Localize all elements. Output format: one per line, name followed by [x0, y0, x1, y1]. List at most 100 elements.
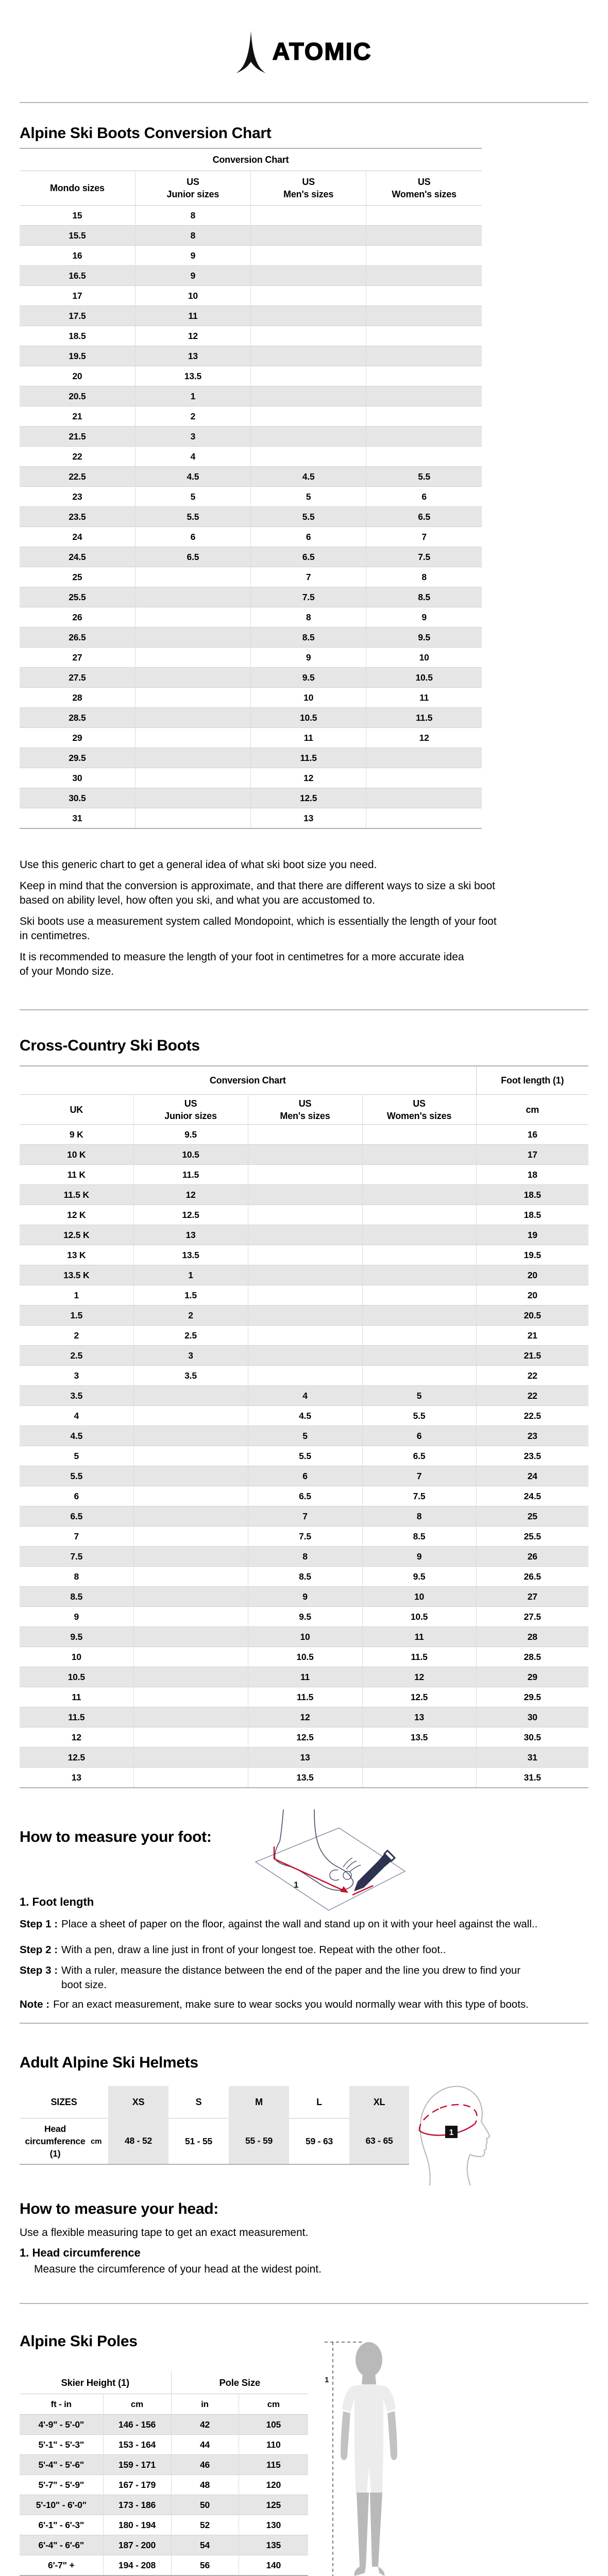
table-row: 10.5 11 12 29 [20, 1667, 589, 1687]
table-cell: 6.5 [362, 1446, 477, 1466]
table-row: 22 4 [20, 446, 482, 467]
table-row: 21.5 3 [20, 426, 482, 447]
table-cell: 13 [362, 1707, 477, 1727]
table-cell: 30 [476, 1707, 589, 1727]
col-header-us-womens: US Women's sizes [366, 171, 482, 206]
atomic-arrow-icon [236, 30, 266, 74]
table-row: 16 9 [20, 245, 482, 266]
table-cell [362, 1747, 477, 1768]
table-cell: 22 [20, 446, 136, 467]
table-cell: 23 [20, 486, 136, 507]
table-cell: 130 [238, 2515, 308, 2535]
table-cell: 6 [248, 1466, 363, 1486]
table-cell [362, 1225, 477, 1245]
table-row: 5'-7" - 5'-9" 167 - 179 48 120 [20, 2475, 308, 2495]
table-cell [248, 1325, 363, 1346]
table-cell: 13.5 K [20, 1265, 134, 1285]
col-header-us-mens: US Men's sizes [250, 171, 367, 206]
table-row: 6'-7" + 194 - 208 56 140 [20, 2555, 308, 2575]
table-cell [250, 426, 367, 447]
table-cell: 5.5 [250, 506, 367, 527]
section-title-helmets: Adult Alpine Ski Helmets [20, 2054, 198, 2071]
table-cell: 24 [20, 527, 136, 547]
table-cell: 5.5 [248, 1446, 363, 1466]
table-cell [362, 1124, 477, 1145]
table-cell [248, 1265, 363, 1285]
table-cell: 26 [20, 607, 136, 628]
table-row: 29 11 12 [20, 727, 482, 748]
table-cell: 17 [20, 285, 136, 306]
table-cell [133, 1506, 248, 1527]
table-row: 27.5 9.5 10.5 [20, 667, 482, 688]
table-cell: 8.5 [250, 627, 367, 648]
table-cell: 7.5 [362, 1486, 477, 1506]
step-label: Step 2 : [20, 1944, 58, 1956]
table-cell: 15.5 [20, 225, 136, 246]
table-cell: 24.5 [476, 1486, 589, 1506]
col-header-us-mens: US Men's sizes [248, 1094, 363, 1125]
table-cell [135, 627, 251, 648]
table-cell: 7 [248, 1506, 363, 1527]
table-row: 11.5 K 12 18.5 [20, 1184, 589, 1205]
table-cell [366, 768, 482, 788]
table-cell [248, 1225, 363, 1245]
table-cell: 135 [238, 2535, 308, 2555]
table-cell: 6.5 [135, 547, 251, 567]
table-cell: 8 [135, 225, 251, 246]
section-title-measure-foot: How to measure your foot: [20, 1828, 212, 1845]
table-cell: 12.5 [362, 1687, 477, 1707]
table-row: 6.5 7 8 25 [20, 1506, 589, 1527]
table-cell: 11.5 [362, 1647, 477, 1667]
divider [20, 2023, 588, 2024]
table-cell: 9 [250, 647, 367, 668]
table-cell [133, 1626, 248, 1647]
table-row: 13 13.5 31.5 [20, 1767, 588, 1788]
section-title-ski-poles: Alpine Ski Poles [20, 2333, 138, 2350]
table-cell: 9 [362, 1546, 477, 1567]
table-cell: 27 [20, 647, 136, 668]
table-row: 5 5.5 6.5 23.5 [20, 1446, 589, 1466]
table-cell: 8 [20, 1566, 134, 1587]
paragraph: Keep in mind that the conversion is appr… [20, 880, 495, 906]
table-cell [366, 285, 482, 306]
table-cell: 9.5 [366, 627, 482, 648]
table-cell: 6.5 [366, 506, 482, 527]
table-cell: 28.5 [476, 1647, 589, 1667]
table-row: 16.5 9 [20, 265, 482, 286]
table-cell: 173 - 186 [103, 2495, 171, 2515]
table-cell: 13.5 [362, 1727, 477, 1748]
size-xs: XS [108, 2086, 168, 2119]
brand-wordmark: ATOMIC [272, 37, 372, 65]
table-cell [135, 687, 251, 708]
table-cell: 25.5 [20, 587, 136, 607]
table-cell [133, 1586, 248, 1607]
table-cell: 10.5 [250, 707, 367, 728]
foot-measure-illustration: 1 [255, 1809, 406, 1911]
table-cell [133, 1385, 248, 1406]
table-cell: 140 [238, 2555, 308, 2575]
table-cell: 12.5 K [20, 1225, 134, 1245]
table-cell: 52 [171, 2515, 239, 2535]
table-cell: 13.5 [248, 1767, 363, 1788]
table-cell: 11.5 [366, 707, 482, 728]
table-cell: 11.5 [133, 1164, 248, 1185]
table-cell [362, 1767, 477, 1788]
table-cell: 46 [171, 2454, 239, 2475]
table-cell: 3 [20, 1365, 134, 1386]
svg-text:1: 1 [294, 1880, 298, 1890]
table-cell: 20 [20, 366, 136, 386]
table-cell: 19.5 [20, 346, 136, 366]
table-cell: 1 [135, 386, 251, 406]
table-cell: 10 [248, 1626, 363, 1647]
table-cell: 13 K [20, 1245, 134, 1265]
table-cell: 29 [20, 727, 136, 748]
alpine-notes: Use this generic chart to get a general … [20, 858, 588, 979]
table-cell [362, 1305, 477, 1326]
table-cell: 10.5 [366, 667, 482, 688]
table-cell: 56 [171, 2555, 239, 2575]
table-row: 1 1.5 20 [20, 1285, 589, 1306]
table-cell: 2 [20, 1325, 134, 1346]
table-cell [135, 727, 251, 748]
table-cell: 153 - 164 [103, 2434, 171, 2455]
